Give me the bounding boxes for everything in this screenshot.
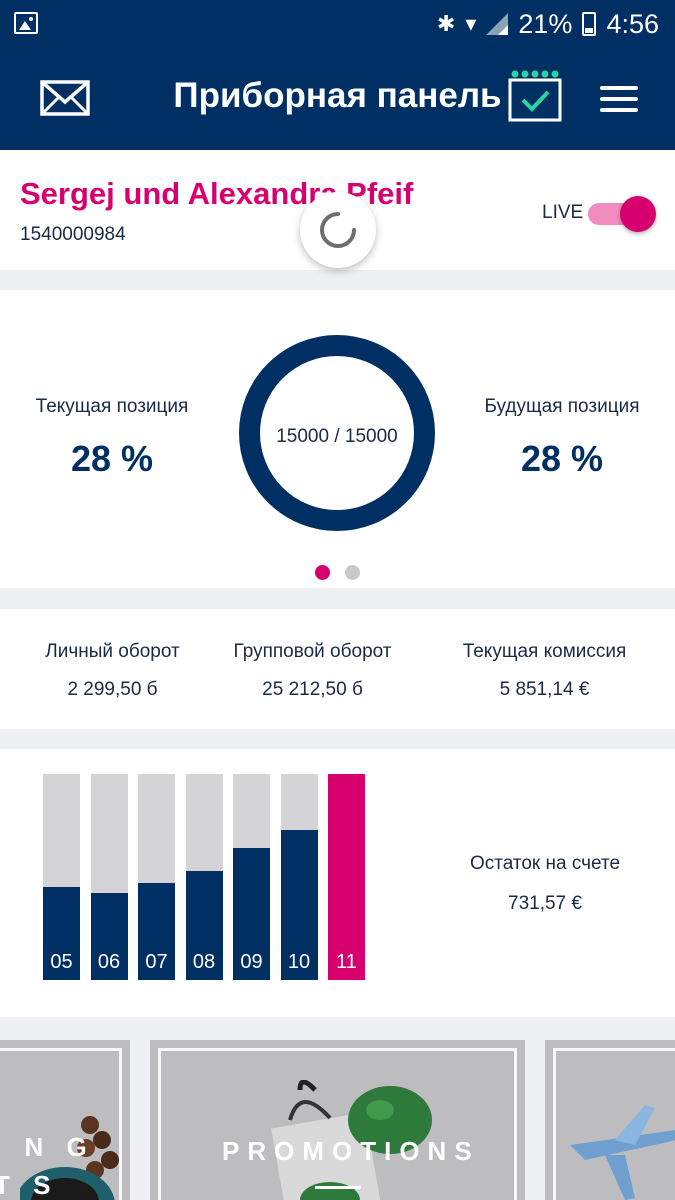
shopping-bag-image: [271, 1080, 432, 1200]
status-icons: ✱ ▾ 21% 4:56: [437, 8, 659, 40]
gallery-icon: [14, 12, 38, 34]
page-dot[interactable]: [345, 565, 360, 580]
promo-left-text-2: T S: [0, 1170, 59, 1200]
promo-center-text: PROMOTIONS: [222, 1136, 480, 1166]
month-label: 11: [336, 951, 357, 973]
loading-spinner: [300, 192, 376, 268]
month-bar-06[interactable]: 06: [90, 774, 128, 980]
balance-label: Остаток на счете: [469, 853, 621, 874]
month-label: 10: [287, 951, 311, 973]
spinner-icon: [320, 212, 356, 248]
month-bar-07[interactable]: 07: [138, 774, 175, 980]
month-label: 05: [50, 951, 73, 973]
personal-turnover-value: 2 299,50 б: [67, 679, 158, 700]
calendar-check-icon[interactable]: [508, 70, 562, 122]
live-label: LIVE: [542, 202, 584, 223]
month-bar-08[interactable]: 08: [185, 774, 223, 980]
clock: 4:56: [606, 8, 659, 39]
month-label: 07: [145, 951, 168, 973]
month-label: 08: [192, 951, 216, 973]
menu-icon[interactable]: [600, 86, 638, 112]
turnover-card: Личный оборот 2 299,50 б Групповой оборо…: [0, 609, 675, 729]
mail-icon[interactable]: [40, 80, 90, 116]
group-turnover-value: 25 212,50 б: [262, 679, 363, 700]
account-id: 1540000984: [20, 224, 126, 245]
current-commission-value: 5 851,14 €: [499, 679, 590, 700]
group-turnover-label: Групповой оборот: [233, 641, 392, 662]
battery-icon: [582, 12, 597, 36]
positions-card[interactable]: Текущая позиция 28 % 15000 / 15000 Будущ…: [0, 290, 675, 588]
group-turnover: Групповой оборот 25 212,50 б: [200, 641, 425, 701]
progress-ring-text: 15000 / 15000: [276, 426, 398, 447]
month-bar-fill: [328, 774, 365, 980]
current-commission: Текущая комиссия 5 851,14 €: [432, 641, 657, 701]
month-bar-fill: [280, 830, 318, 980]
account-balance: Остаток на счете 731,57 €: [440, 853, 650, 915]
bluetooth-icon: ✱: [436, 11, 456, 36]
balance-value: 731,57 €: [508, 893, 582, 914]
page-title: Приборная панель: [173, 76, 502, 115]
personal-turnover-label: Личный оборот: [45, 641, 180, 662]
current-position-label: Текущая позиция: [35, 396, 189, 417]
month-bar-fill: [233, 848, 270, 980]
wifi-icon: ▾: [465, 11, 477, 36]
live-toggle[interactable]: [588, 196, 658, 232]
month-label: 09: [240, 951, 263, 973]
current-position-value: 28 %: [70, 438, 154, 479]
promo-tile-promotions[interactable]: PROMOTIONS: [150, 1040, 525, 1200]
month-bar-fill: [90, 893, 128, 980]
month-bar-10[interactable]: 10: [280, 774, 318, 980]
future-position-value: 28 %: [520, 438, 604, 479]
coffee-beans-image: [20, 1116, 119, 1200]
month-label: 06: [97, 951, 121, 973]
promo-carousel[interactable]: I N G T S PROMOTIONS: [0, 1020, 675, 1200]
current-commission-label: Текущая комиссия: [462, 641, 627, 662]
app-header: Приборная панель: [0, 48, 675, 150]
month-bar-fill: [185, 871, 223, 980]
month-bar-05[interactable]: 05: [43, 774, 80, 980]
future-position-label: Будущая позиция: [484, 396, 640, 417]
month-bar-fill: [43, 887, 80, 980]
month-bar-fill: [138, 883, 175, 980]
signal-icon: [486, 13, 509, 35]
month-bar-11[interactable]: 11: [328, 774, 365, 980]
airplane-image: [570, 1105, 675, 1200]
monthly-chart-card: 05 06 07 08 09 10 11 Остаток на счете 731,57 €: [0, 749, 675, 1017]
personal-turnover: Личный оборот 2 299,50 б: [0, 641, 225, 701]
promo-tile-left[interactable]: I N G T S: [0, 1040, 130, 1200]
status-bar: ✱ ▾ 21% 4:56: [0, 0, 675, 48]
battery-percent: 21%: [518, 8, 573, 39]
promo-underline: [315, 1186, 361, 1189]
promo-tile-right[interactable]: [545, 1040, 675, 1200]
page-dot-active[interactable]: [315, 565, 330, 580]
month-bar-09[interactable]: 09: [233, 774, 270, 980]
promo-left-text-1: I N G: [0, 1132, 95, 1162]
